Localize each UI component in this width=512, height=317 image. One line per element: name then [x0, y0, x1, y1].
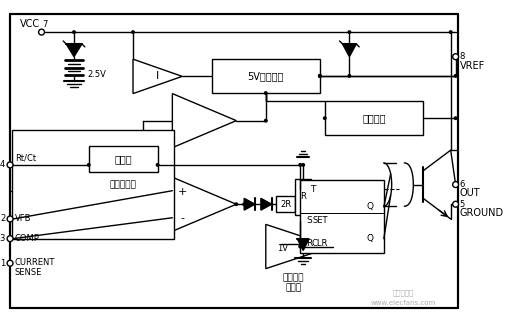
Text: OUT: OUT — [460, 188, 480, 198]
Circle shape — [318, 74, 322, 78]
Text: 8: 8 — [460, 52, 465, 61]
Text: Rt/Ct: Rt/Ct — [15, 153, 36, 163]
Text: 电流检测
比较器: 电流检测 比较器 — [283, 273, 304, 293]
Text: 4: 4 — [0, 160, 5, 169]
Circle shape — [449, 30, 453, 34]
Circle shape — [454, 116, 458, 120]
Text: COMP: COMP — [15, 234, 40, 243]
Text: www.elecfans.com: www.elecfans.com — [371, 300, 436, 306]
Polygon shape — [66, 44, 82, 57]
Circle shape — [72, 30, 76, 34]
Circle shape — [323, 116, 327, 120]
Text: -: - — [180, 213, 184, 223]
Circle shape — [7, 236, 13, 242]
Bar — [300, 180, 384, 253]
Text: +: + — [178, 187, 187, 197]
Text: 电子发烧友: 电子发烧友 — [393, 289, 414, 296]
Text: 7: 7 — [42, 20, 48, 29]
Text: 2.5V: 2.5V — [88, 70, 106, 79]
Text: 1V: 1V — [278, 244, 288, 253]
Bar — [89, 146, 158, 172]
Circle shape — [7, 216, 13, 222]
Bar — [325, 101, 423, 135]
Text: 5V基准电压: 5V基准电压 — [248, 71, 284, 81]
Circle shape — [453, 182, 459, 188]
Polygon shape — [244, 198, 255, 210]
Circle shape — [318, 74, 322, 78]
Text: 6: 6 — [460, 180, 465, 189]
Bar — [211, 59, 320, 93]
Bar — [275, 196, 295, 212]
Circle shape — [318, 74, 322, 78]
Text: VFB: VFB — [15, 215, 32, 223]
Bar — [10, 14, 458, 307]
Circle shape — [7, 162, 13, 168]
Circle shape — [38, 29, 45, 35]
Text: Q̄: Q̄ — [367, 234, 374, 243]
Text: CURRENT: CURRENT — [15, 258, 55, 267]
Text: 误差放大器: 误差放大器 — [110, 180, 137, 189]
Text: VREF: VREF — [460, 61, 485, 71]
Circle shape — [264, 91, 268, 95]
Circle shape — [131, 30, 135, 34]
Text: Q: Q — [367, 203, 374, 211]
Circle shape — [242, 202, 246, 206]
Text: R: R — [300, 192, 306, 201]
Text: 2: 2 — [0, 215, 5, 223]
Circle shape — [453, 54, 459, 60]
Circle shape — [156, 163, 160, 167]
Circle shape — [453, 201, 459, 207]
Polygon shape — [261, 198, 272, 210]
Bar — [12, 131, 174, 239]
Text: SET: SET — [312, 216, 328, 225]
Text: 2R: 2R — [280, 200, 291, 209]
Text: I: I — [156, 71, 159, 81]
Circle shape — [348, 30, 351, 34]
Text: 5: 5 — [460, 200, 465, 209]
Circle shape — [264, 119, 268, 123]
Text: 内部偏置: 内部偏置 — [362, 113, 386, 123]
Circle shape — [298, 244, 302, 249]
Circle shape — [454, 74, 458, 78]
Text: CLR: CLR — [312, 239, 328, 248]
Text: T: T — [310, 185, 315, 194]
Text: R: R — [306, 239, 312, 248]
Circle shape — [7, 260, 13, 266]
Polygon shape — [297, 239, 309, 250]
Circle shape — [301, 163, 305, 167]
Circle shape — [234, 202, 238, 206]
Bar — [295, 179, 311, 215]
Circle shape — [298, 163, 302, 167]
Text: 1: 1 — [0, 259, 5, 268]
Text: GROUND: GROUND — [460, 208, 504, 218]
Circle shape — [87, 163, 91, 167]
Text: VCC: VCC — [20, 19, 40, 29]
Text: 3: 3 — [0, 234, 5, 243]
Text: S: S — [306, 216, 312, 225]
Text: SENSE: SENSE — [15, 268, 42, 277]
Text: 振荡器: 振荡器 — [114, 154, 132, 164]
Polygon shape — [343, 44, 356, 57]
Circle shape — [348, 74, 351, 78]
